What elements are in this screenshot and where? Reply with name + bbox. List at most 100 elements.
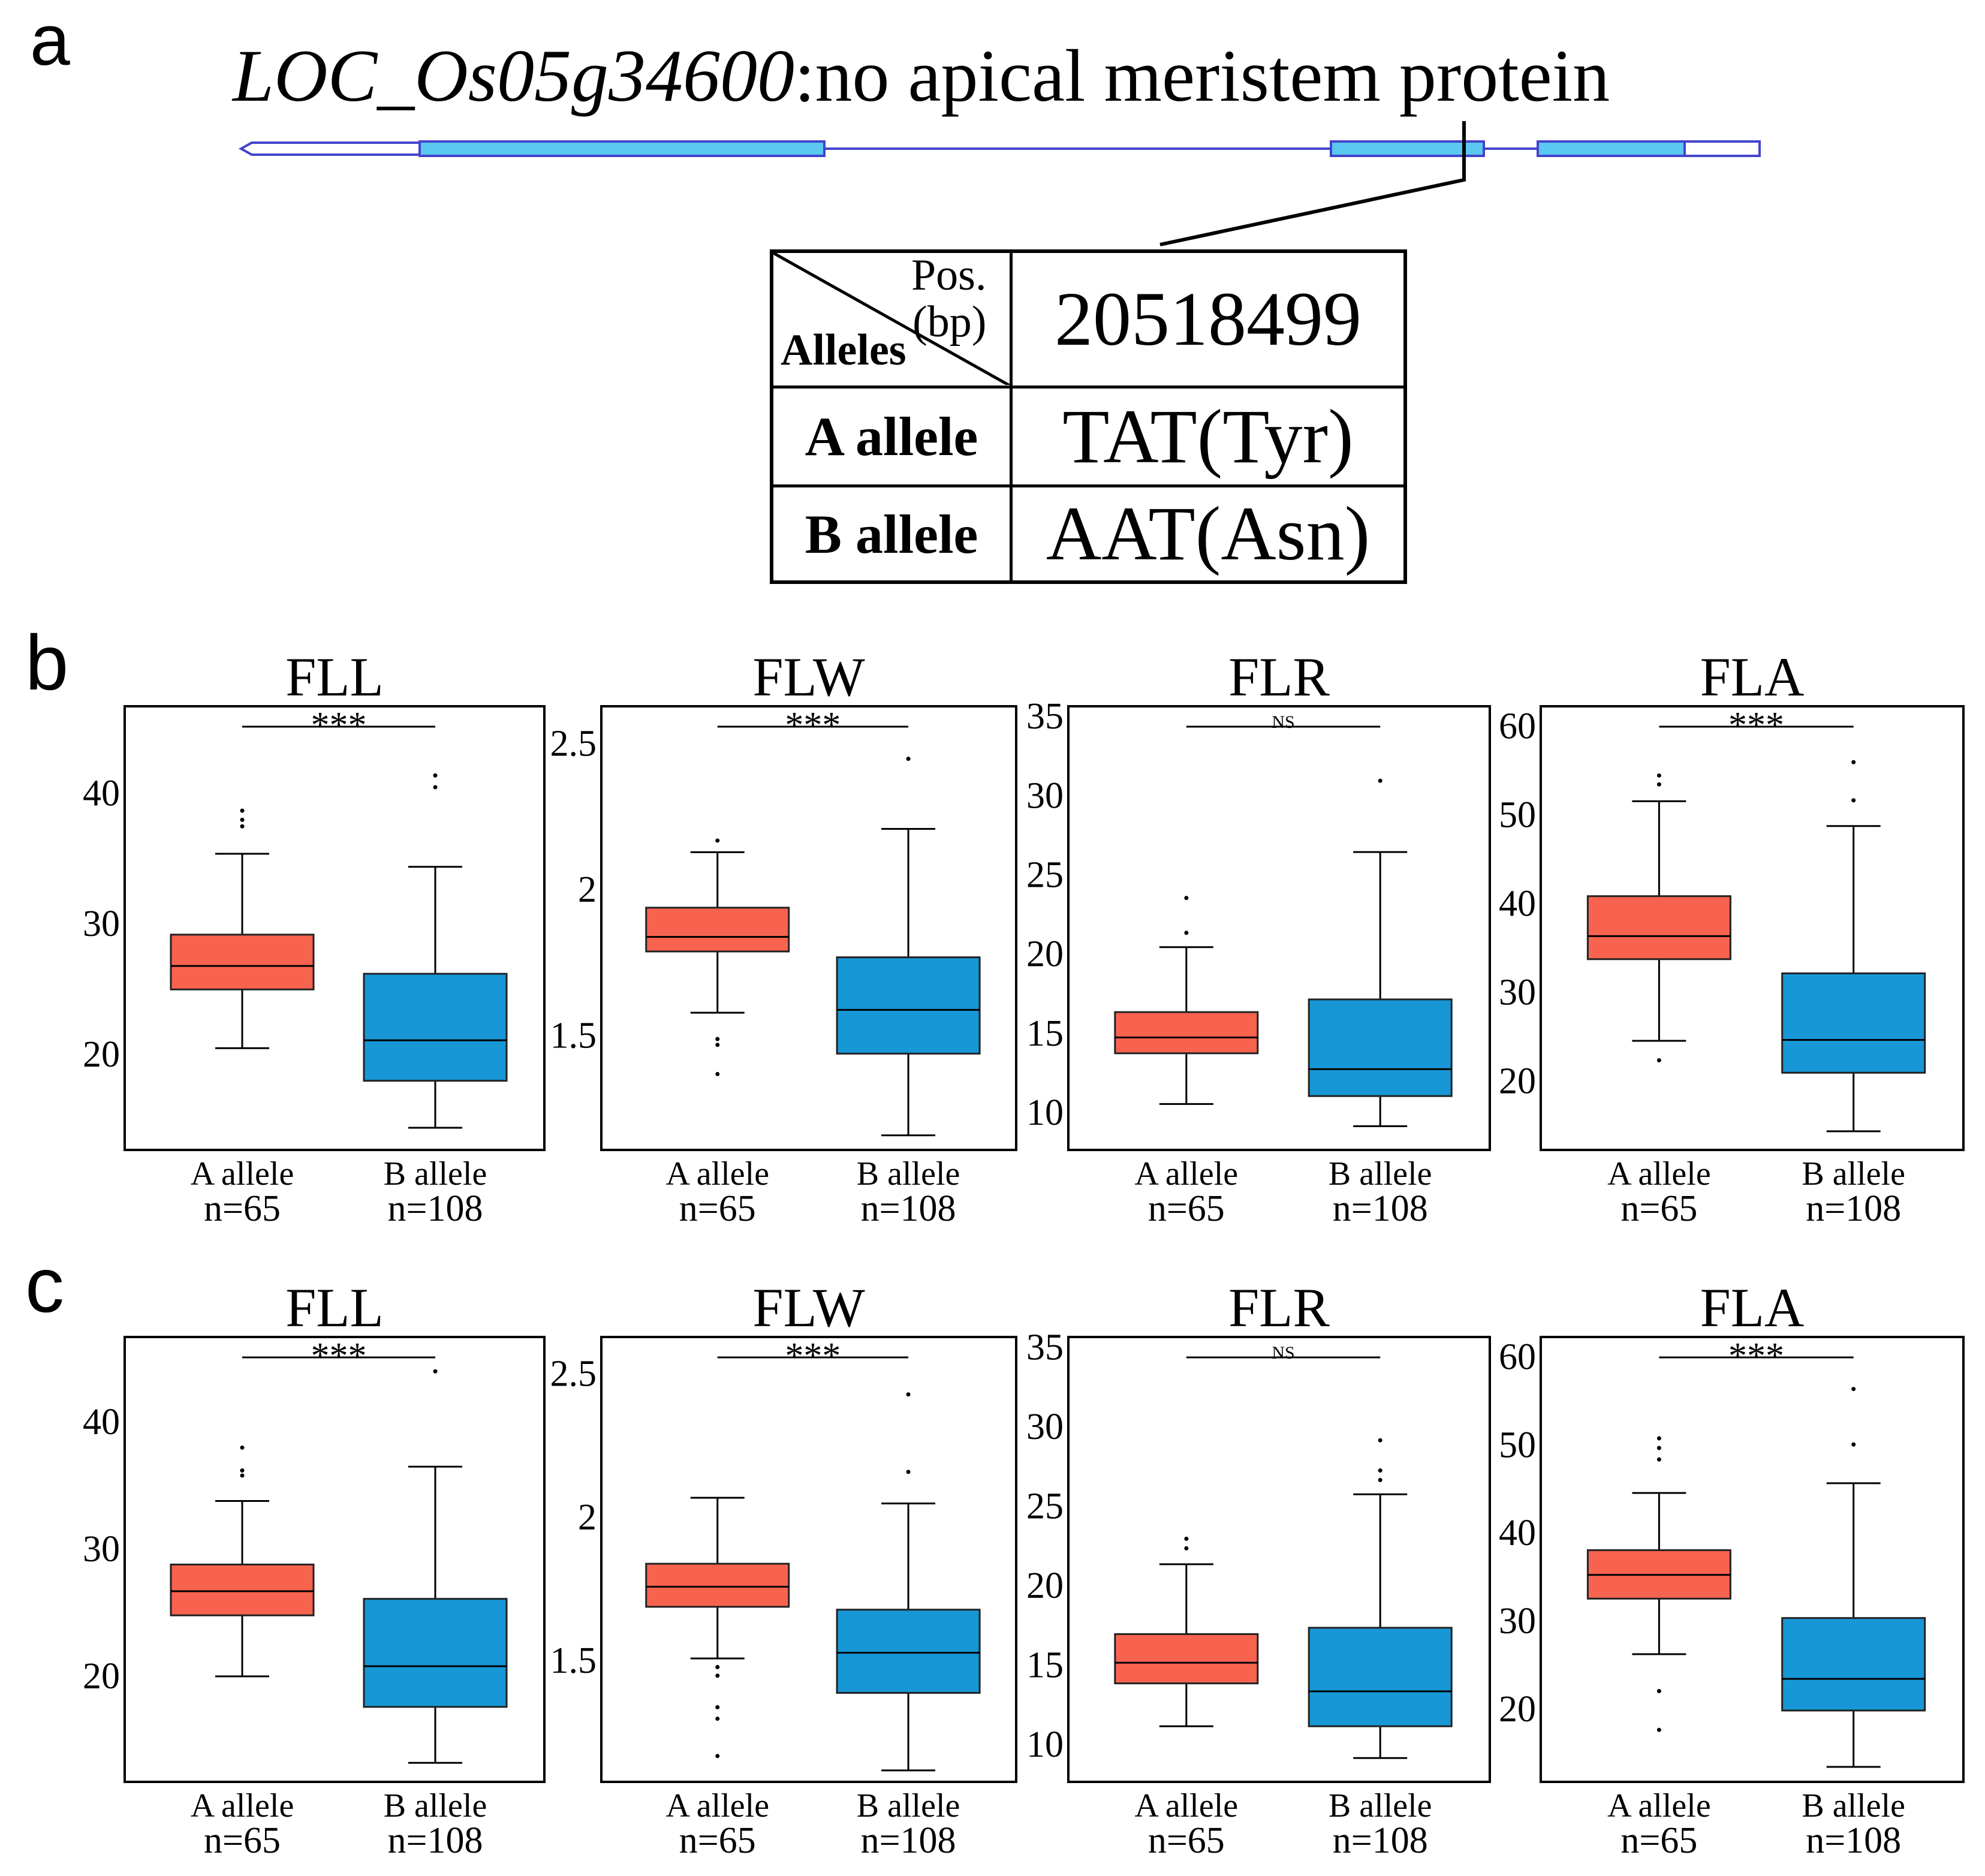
box-a-allele xyxy=(170,1563,315,1616)
y-tick-label: 30 xyxy=(83,1529,120,1570)
x-sample-size-label: n=108 xyxy=(861,1188,956,1229)
y-tick-label: 30 xyxy=(1499,972,1536,1013)
chart-title: FLA xyxy=(1700,1277,1805,1338)
y-tick-label: 60 xyxy=(1499,706,1536,747)
x-category-label: B allele xyxy=(857,1787,960,1824)
table-codon-b: AAT(Asn) xyxy=(1046,491,1370,576)
y-tick-label: 25 xyxy=(1026,855,1064,896)
x-category-label: A allele xyxy=(1135,1787,1239,1824)
outlier-point xyxy=(1656,1689,1661,1694)
outlier-point xyxy=(433,785,438,790)
outlier-point xyxy=(240,1468,245,1473)
gene-5prime-utr xyxy=(238,141,421,156)
outlier-point xyxy=(1184,1537,1189,1541)
outlier-point xyxy=(906,1392,911,1397)
y-tick-label: 2 xyxy=(578,869,597,910)
x-category-label: A allele xyxy=(191,1155,294,1193)
x-category-label: A allele xyxy=(1607,1155,1711,1193)
table-header-bp-label: (bp) xyxy=(912,297,987,347)
outlier-point xyxy=(715,838,720,843)
outlier-point xyxy=(715,1705,720,1710)
outlier-point xyxy=(240,1445,245,1450)
outlier-point xyxy=(715,1665,720,1670)
y-tick-label: 30 xyxy=(1499,1601,1536,1642)
gene-exon-2 xyxy=(1330,140,1485,157)
table-row-b: B allele AAT(Asn) xyxy=(773,484,1403,580)
outlier-point xyxy=(715,1717,720,1721)
plot-frame xyxy=(1067,705,1491,1151)
panel-label-a: a xyxy=(30,0,70,80)
outlier-point xyxy=(906,757,911,761)
outlier-point xyxy=(240,808,245,813)
y-tick-label: 50 xyxy=(1499,1425,1536,1465)
x-category-label: A allele xyxy=(191,1787,294,1824)
outlier-point xyxy=(1656,1457,1661,1462)
chart-title: FLR xyxy=(1228,1277,1330,1338)
significance-label: *** xyxy=(1728,705,1784,746)
y-tick-label: 10 xyxy=(1026,1092,1064,1133)
box-b-allele xyxy=(363,1598,508,1708)
box-b-allele xyxy=(836,1609,981,1694)
y-tick-label: 35 xyxy=(1026,1327,1064,1368)
y-tick-label: 15 xyxy=(1026,1013,1064,1054)
y-tick-label: 2.5 xyxy=(550,723,597,764)
plot-frame xyxy=(124,705,546,1151)
x-category-label: A allele xyxy=(665,1155,769,1193)
chart-title: FLL xyxy=(285,1277,384,1338)
plot-frame xyxy=(1067,1336,1491,1783)
y-tick-label: 40 xyxy=(1499,1513,1536,1553)
x-sample-size-label: n=65 xyxy=(679,1820,756,1861)
y-tick-label: 1.5 xyxy=(550,1015,597,1056)
table-header-alleles: Alleles xyxy=(781,326,906,375)
box-a-allele xyxy=(1114,1011,1259,1055)
chart-title: FLA xyxy=(1700,646,1805,707)
x-sample-size-label: n=65 xyxy=(1620,1188,1697,1229)
gene-3prime-utr xyxy=(1683,140,1761,157)
y-tick-label: 1.5 xyxy=(550,1640,597,1681)
x-category-label: B allele xyxy=(384,1787,487,1824)
outlier-point xyxy=(1378,1468,1382,1473)
x-sample-size-label: n=108 xyxy=(1333,1188,1428,1229)
table-codon-a: TAT(Tyr) xyxy=(1062,393,1354,479)
x-sample-size-label: n=108 xyxy=(1333,1820,1428,1861)
outlier-point xyxy=(1184,896,1189,901)
gene-exon-1 xyxy=(418,140,826,157)
outlier-point xyxy=(1656,1727,1661,1732)
table-row-a: A allele TAT(Tyr) xyxy=(773,386,1403,484)
x-sample-size-label: n=108 xyxy=(1806,1820,1901,1861)
chart-title: FLW xyxy=(752,646,865,707)
y-tick-label: 50 xyxy=(1499,795,1536,836)
box-b-allele xyxy=(1308,1627,1453,1727)
significance-label: *** xyxy=(1728,1336,1784,1377)
panel-label-b: b xyxy=(25,619,68,706)
y-tick-label: 25 xyxy=(1026,1486,1064,1526)
plot-frame xyxy=(600,1336,1017,1783)
gene-id: LOC_Os05g34600 xyxy=(231,35,794,117)
chart-title: FLW xyxy=(752,1277,865,1338)
significance-label: *** xyxy=(311,705,367,746)
table-header-row: Pos. (bp) Alleles 20518499 xyxy=(773,252,1403,386)
chart-title: FLR xyxy=(1228,646,1330,707)
significance-label: *** xyxy=(785,705,841,746)
y-tick-label: 20 xyxy=(1026,1565,1064,1606)
outlier-point xyxy=(1656,1446,1661,1450)
outlier-point xyxy=(715,1037,720,1041)
x-category-label: B allele xyxy=(857,1155,960,1193)
outlier-point xyxy=(1378,778,1382,783)
plot-frame xyxy=(1540,1336,1965,1783)
y-tick-label: 20 xyxy=(1499,1061,1536,1102)
y-tick-label: 2.5 xyxy=(550,1353,597,1394)
outlier-point xyxy=(715,1754,720,1758)
table-allele-b: B allele xyxy=(805,503,978,565)
y-tick-label: 40 xyxy=(83,1402,120,1443)
chart-title: FLL xyxy=(285,646,384,707)
gene-exon-3 xyxy=(1537,140,1686,157)
